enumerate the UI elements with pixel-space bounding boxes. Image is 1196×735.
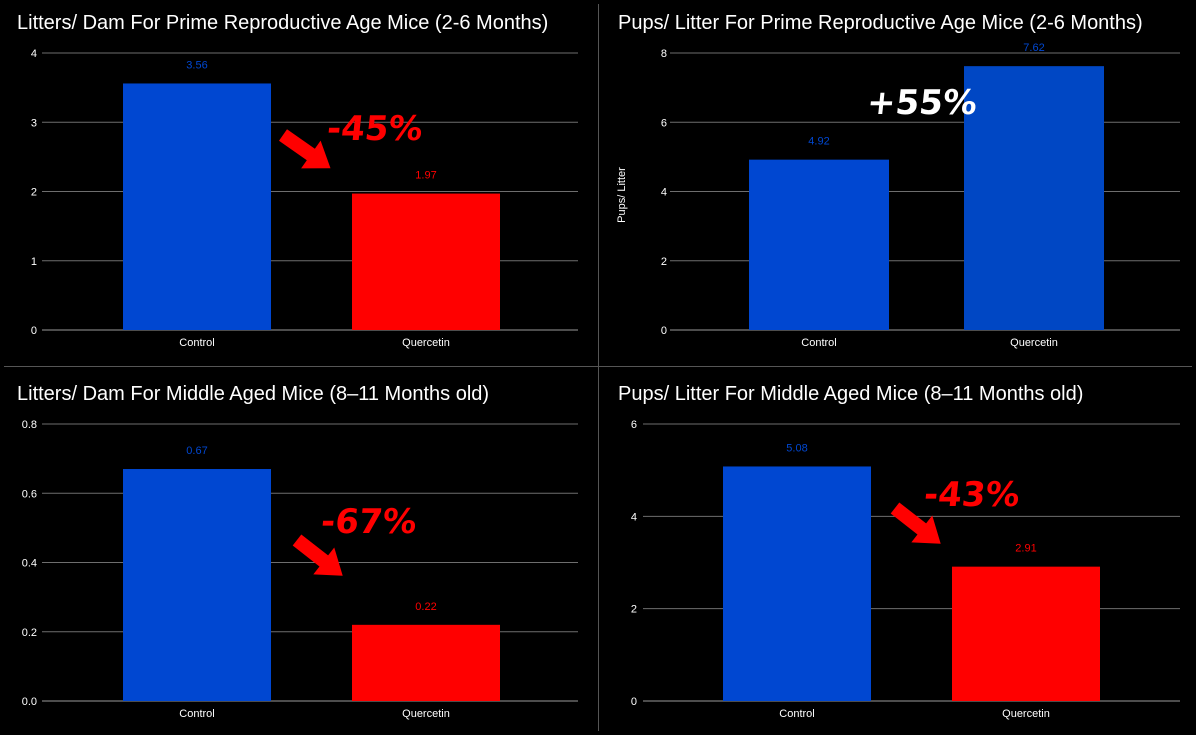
y-tick-label: 4 [661,187,667,199]
data-label: 2.91 [1015,543,1036,555]
y-tick-label: 6 [631,419,637,431]
bar-chart: 0 1 2 3 4 3.56 Control 1.97 Quercetin -45% [31,48,578,349]
y-tick-label: 0 [31,325,37,337]
arrow-shape [292,534,343,576]
y-tick-label: 0.4 [22,558,37,570]
chart-title: Litters/ Dam For Prime Reproductive Age … [17,12,549,34]
chart-panel-litters-dam-middle: Litters/ Dam For Middle Aged Mice (8–11 … [0,367,598,735]
bar-quercetin [352,193,500,330]
percent-change-annotation: -45% [325,109,425,149]
data-label: 4.92 [808,136,829,148]
bar-control [123,469,271,701]
y-tick-label: 2 [661,256,667,268]
percent-change-annotation: -67% [319,502,419,542]
bar-quercetin [964,66,1104,330]
data-label: 0.22 [415,601,436,613]
chart-title: Pups/ Litter For Middle Aged Mice (8–11 … [618,383,1084,405]
data-label: 0.67 [186,445,207,457]
y-tick-label: 0.6 [22,488,37,500]
arrow-icon [292,534,343,576]
y-tick-label: 8 [661,48,667,60]
percent-change-annotation: +55% [865,83,979,123]
category-label: Control [179,708,214,720]
arrow-icon [890,502,941,544]
y-tick-label: 0 [631,696,637,708]
y-tick-label: 2 [31,187,37,199]
bar-control [749,159,889,330]
y-tick-label: 0.0 [22,696,37,708]
category-label: Control [801,337,836,349]
y-tick-label: 2 [631,604,637,616]
category-label: Control [779,708,814,720]
chart-panel-pups-litter-prime: Pups/ Litter For Prime Reproductive Age … [599,0,1196,366]
chart-title: Pups/ Litter For Prime Reproductive Age … [618,12,1143,34]
chart-title: Litters/ Dam For Middle Aged Mice (8–11 … [17,383,490,405]
category-label: Control [179,337,214,349]
category-label: Quercetin [402,337,450,349]
y-tick-label: 0 [661,325,667,337]
bar-chart: 0 2 4 6 5.08 Control 2.91 Quercetin -43% [631,419,1180,720]
y-tick-label: 4 [631,511,637,523]
percent-change-annotation: -43% [922,475,1022,515]
y-tick-label: 6 [661,117,667,129]
y-tick-label: 0.2 [22,627,37,639]
bar-chart: 0 2 4 6 8 Pups/ Litter 4.92 Control 7.62 Querceti… [616,42,1180,349]
chart-panel-pups-litter-middle: Pups/ Litter For Middle Aged Mice (8–11 … [599,367,1196,735]
bar-control [123,83,271,330]
vertical-divider [598,4,599,731]
y-axis-label: Pups/ Litter [616,167,628,223]
arrow-shape [278,129,331,169]
chart-panel-litters-dam-prime: Litters/ Dam For Prime Reproductive Age … [0,0,598,366]
arrow-shape [890,502,941,544]
y-tick-label: 4 [31,48,37,60]
horizontal-divider [4,366,1192,367]
data-label: 7.62 [1023,42,1044,54]
category-label: Quercetin [1002,708,1050,720]
data-label: 1.97 [415,170,436,182]
y-tick-label: 0.8 [22,419,37,431]
data-label: 3.56 [186,59,207,71]
category-label: Quercetin [402,708,450,720]
y-tick-label: 1 [31,256,37,268]
y-tick-label: 3 [31,117,37,129]
bar-quercetin [352,624,500,701]
arrow-icon [278,129,331,169]
category-label: Quercetin [1010,337,1058,349]
data-label: 5.08 [786,442,807,454]
bar-quercetin [952,566,1100,701]
bar-control [723,466,871,701]
bar-chart: 0.0 0.2 0.4 0.6 0.8 0.67 Control 0.22 Quercetin -… [22,419,578,720]
